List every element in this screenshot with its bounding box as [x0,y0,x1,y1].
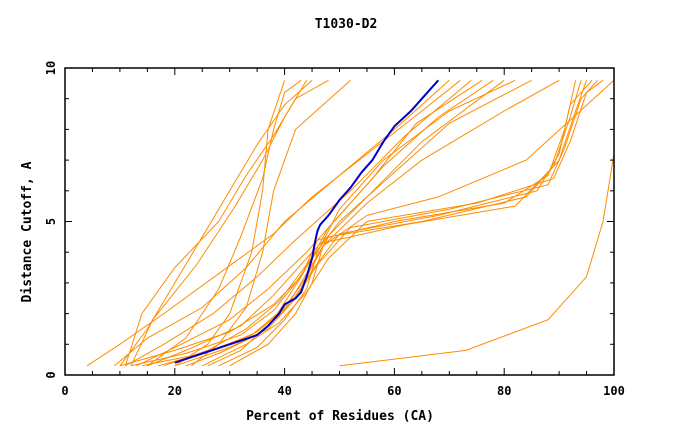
model-series-line [124,79,329,366]
model-series-line [125,79,472,367]
model-series-line [207,79,483,367]
x-tick-label: 80 [497,384,511,398]
y-tick-label: 0 [44,371,58,378]
y-tick-label: 10 [44,61,58,75]
model-series-line [190,79,351,367]
model-series-line [119,80,577,367]
x-tick-label: 60 [387,384,401,398]
model-series-line [174,80,286,367]
model-series-line [158,79,593,367]
model-series-line [114,79,450,367]
y-tick-label: 5 [44,218,58,225]
highlight-series-line [174,79,440,364]
x-axis: 0 20 40 60 80 100 [61,68,625,398]
model-series-line [163,79,532,367]
model-series-line [218,79,516,367]
model-series-line [147,79,302,367]
model-series-line [147,79,505,367]
model-series-line [185,79,560,367]
series-layer [86,79,615,367]
model-series-line [86,79,461,367]
model-series-line [136,79,494,367]
model-series-line [130,80,582,367]
model-series-line [202,79,604,367]
highlight-layer [174,79,440,364]
x-tick-label: 20 [168,384,182,398]
x-tick-label: 0 [61,384,68,398]
model-series-line [229,79,615,367]
x-tick-label: 40 [277,384,291,398]
y-axis: 0 5 10 [44,61,614,379]
y-axis-label: Distance Cutoff, A [20,161,35,302]
model-series-line [141,80,587,367]
chart-title: T1030-D2 [315,17,378,32]
x-tick-label: 100 [603,384,625,398]
model-series-line [130,80,308,367]
x-axis-label: Percent of Residues (CA) [246,409,434,424]
